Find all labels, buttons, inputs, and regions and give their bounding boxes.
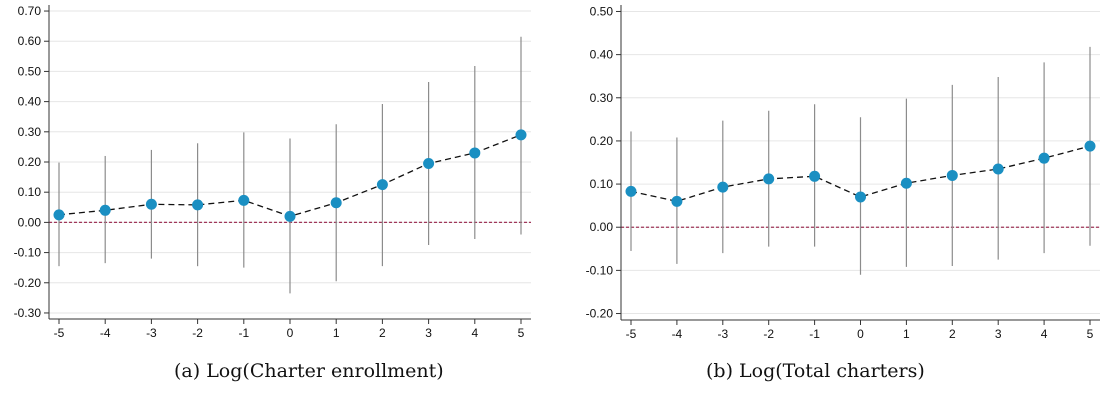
y-tick-label: 0.10 (18, 185, 42, 199)
y-tick-label: 0.20 (18, 155, 42, 169)
data-point (192, 199, 204, 211)
data-point (1038, 152, 1050, 164)
x-tick-label: -5 (54, 326, 65, 340)
data-point (145, 198, 157, 210)
x-tick-label: -4 (100, 326, 111, 340)
y-tick-label: -0.10 (14, 246, 42, 260)
x-tick-label: 5 (518, 326, 525, 340)
data-point (469, 147, 481, 159)
x-tick-label: 3 (425, 326, 432, 340)
y-tick-label: 0.30 (590, 91, 614, 105)
x-tick-label: 5 (1087, 327, 1094, 341)
y-tick-label: 0.30 (18, 125, 42, 139)
y-tick-label: -0.20 (586, 307, 614, 321)
caption-panel-a: (a) Log(Charter enrollment) (174, 360, 444, 382)
y-tick-label: 0.50 (18, 64, 42, 78)
data-point (423, 158, 435, 170)
y-tick-label: 0.40 (590, 48, 614, 62)
y-tick-label: 0.00 (590, 220, 614, 234)
y-tick-label: 0.50 (590, 4, 614, 18)
y-tick-label: 0.40 (18, 95, 42, 109)
y-tick-label: -0.30 (14, 306, 42, 320)
y-tick-label: 0.70 (18, 4, 42, 18)
x-tick-label: 0 (287, 326, 294, 340)
x-tick-label: 1 (903, 327, 910, 341)
data-point (717, 181, 729, 193)
data-point (99, 204, 111, 216)
y-tick-label: 0.10 (590, 177, 614, 191)
data-point (809, 170, 821, 182)
data-point (671, 195, 683, 207)
data-point (376, 179, 388, 191)
data-point (53, 209, 65, 221)
data-point (946, 169, 958, 181)
y-tick-label: 0.00 (18, 215, 42, 229)
x-tick-label: 4 (471, 326, 478, 340)
data-point (900, 177, 912, 189)
y-tick-label: -0.10 (586, 263, 614, 277)
chart-panel-b: -0.20 -0.10 0.00 0.10 0.20 0.30 0.40 0.50 -5 -4 -3… (586, 4, 1100, 341)
x-tick-label: -3 (146, 326, 157, 340)
data-point (992, 163, 1004, 175)
x-tick-label: -2 (763, 327, 774, 341)
data-point (284, 210, 296, 222)
data-point (625, 185, 637, 197)
series-line (630, 145, 1091, 202)
x-tick-label: 2 (949, 327, 956, 341)
y-tick-label: 0.20 (590, 134, 614, 148)
data-point (330, 197, 342, 209)
x-tick-label: 0 (857, 327, 864, 341)
y-tick-label: -0.20 (14, 276, 42, 290)
x-tick-label: -4 (672, 327, 683, 341)
y-tick-label: 0.60 (18, 34, 42, 48)
x-tick-label: -5 (626, 327, 637, 341)
data-point (238, 194, 250, 206)
data-point (855, 191, 866, 203)
chart-panel-a: -0.30 -0.20 -0.10 0.00 0.10 0.20 0.30 0.40 0.50 0… (14, 4, 531, 340)
x-tick-label: 2 (379, 326, 386, 340)
x-tick-label: -1 (809, 327, 820, 341)
x-tick-label: -3 (717, 327, 728, 341)
x-tick-label: 3 (995, 327, 1002, 341)
data-point (1084, 140, 1096, 152)
caption-panel-b: (b) Log(Total charters) (706, 360, 925, 382)
x-tick-label: 4 (1041, 327, 1048, 341)
x-tick-label: 1 (333, 326, 340, 340)
data-point (763, 173, 775, 185)
x-tick-label: -2 (192, 326, 203, 340)
x-tick-label: -1 (238, 326, 249, 340)
data-point (515, 129, 527, 141)
